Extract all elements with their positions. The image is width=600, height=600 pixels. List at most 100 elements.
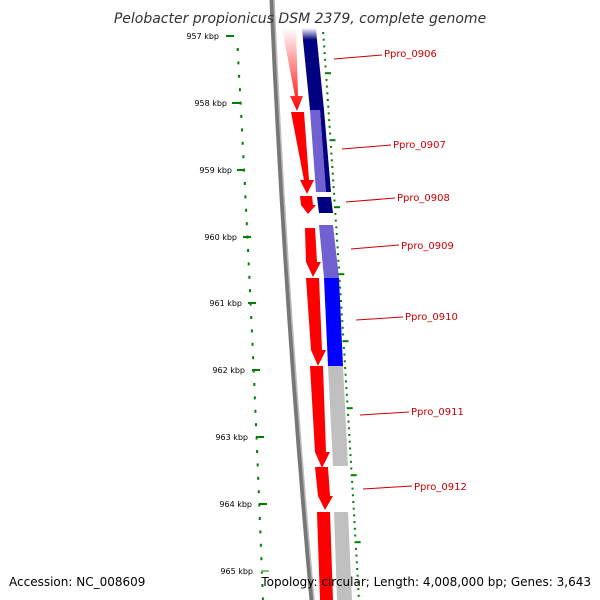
gene-arrow [302, 228, 321, 277]
scale-dot [245, 222, 248, 226]
scale-dot [336, 246, 339, 249]
gene-arrow [282, 28, 303, 111]
scale-dot [352, 507, 355, 510]
scale-dot [337, 266, 340, 269]
scale-dot [340, 306, 343, 309]
gene-arrow [315, 467, 333, 510]
scale-dot [339, 286, 342, 289]
scale-dot [322, 32, 325, 34]
scale-dot [352, 501, 355, 503]
tick-label: 965 kbp [220, 567, 253, 576]
tick-marks [226, 35, 269, 572]
scale-dot [345, 393, 348, 396]
scale-dot [253, 396, 256, 400]
scale-dot [329, 139, 336, 142]
scale-dot [327, 105, 330, 108]
scale-dot [344, 373, 347, 376]
scale-dot [253, 383, 256, 386]
scale-dot [329, 132, 332, 135]
scale-dot [340, 313, 343, 316]
gene-label: Ppro_0911 [411, 407, 464, 418]
scale-dot [244, 195, 247, 199]
scale-dot [324, 65, 327, 68]
scale-dot [349, 454, 352, 457]
scale-dot [247, 262, 250, 266]
homology-block-small [317, 197, 333, 213]
gene-arrow [306, 278, 326, 366]
scale-dot [334, 212, 337, 215]
homology-track [302, 28, 352, 600]
scale-dot [242, 155, 245, 159]
scale-dot [261, 597, 264, 600]
tick-label: 961 kbp [209, 299, 242, 308]
scale-dot [347, 413, 350, 416]
homology-block-blue [324, 278, 343, 366]
scale-dot [254, 409, 257, 413]
scale-dot [350, 474, 357, 477]
scale-dot [332, 186, 335, 189]
scale-dot [245, 208, 248, 212]
scale-dot [327, 112, 330, 115]
scale-dot [350, 467, 353, 470]
tick-label: 957 kbp [186, 32, 219, 41]
scale-dot [325, 72, 331, 75]
scale-dot [343, 353, 346, 356]
scale-dot [353, 521, 356, 524]
scale-dot [335, 226, 338, 229]
scale-dot [354, 541, 361, 544]
homology-block-split-dark [320, 110, 331, 192]
scale-dot [252, 356, 255, 360]
scale-dot [325, 85, 328, 88]
tick-label: 964 kbp [219, 500, 252, 509]
genome-backbone [269, 0, 315, 600]
gene-label: Ppro_0907 [393, 140, 446, 151]
tick-label: 962 kbp [212, 366, 245, 375]
scale-dot [260, 570, 263, 574]
scale-dot [345, 387, 348, 390]
scale-dot [343, 360, 346, 363]
gene-label: Ppro_0912 [414, 482, 467, 493]
scale-dot [255, 423, 257, 427]
scale-dot [328, 119, 331, 122]
gene-arrow [317, 512, 333, 600]
gene-arrow [310, 366, 330, 468]
scale-dot [348, 440, 351, 443]
scale-dot [334, 206, 340, 209]
scale-dot [338, 279, 341, 282]
scale-dot [342, 340, 349, 343]
scale-dot [261, 584, 264, 587]
homology-block-split-light [310, 110, 326, 192]
scale-dot [238, 74, 241, 78]
scale-dot [258, 517, 261, 520]
scale-dot [248, 275, 251, 279]
scale-dot [252, 369, 255, 373]
scale-dot [328, 125, 331, 128]
scale-dot [357, 594, 360, 597]
scale-dot [322, 38, 325, 41]
scale-dot [345, 380, 347, 383]
scale-dot [357, 588, 360, 591]
scale-dot [337, 253, 339, 256]
scale-dot [326, 99, 329, 101]
scale-dot [257, 476, 260, 480]
homology-block-gray-2 [334, 512, 352, 600]
scale-dot [340, 300, 342, 302]
scale-dot [325, 78, 328, 81]
gene-arrows [282, 28, 333, 600]
scale-dot [330, 145, 332, 148]
scale-dot [348, 434, 351, 436]
scale-dot [243, 182, 246, 185]
scale-dot [342, 346, 345, 349]
scale-dot [260, 557, 263, 561]
scale-dot [250, 329, 253, 333]
homology-block-gray-1 [328, 366, 348, 466]
scale-dot [249, 289, 251, 293]
scale-dot [351, 494, 354, 497]
scale-dot [250, 316, 253, 319]
scale-dot [326, 92, 329, 95]
scale-dot [255, 436, 258, 440]
scale-dot [336, 239, 339, 242]
scale-dot [238, 88, 241, 92]
gene-label: Ppro_0908 [397, 193, 450, 204]
